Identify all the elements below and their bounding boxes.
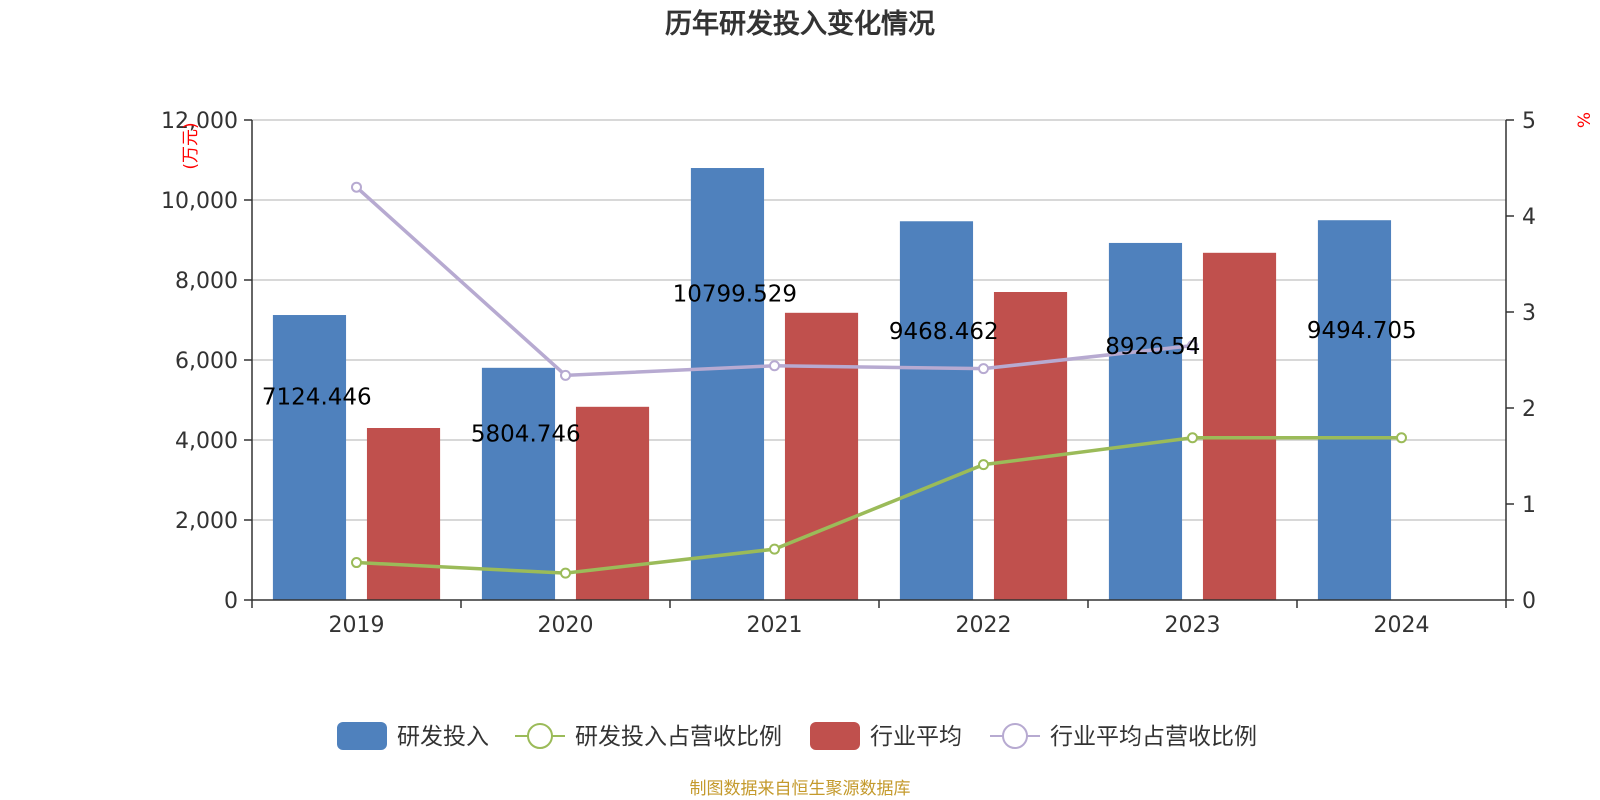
- line-point: [978, 459, 989, 471]
- legend-swatch-marker: [527, 723, 553, 749]
- right-axis-tick-label: 2: [1522, 397, 1536, 422]
- bar-industry-average: [366, 428, 441, 600]
- chart-title: 历年研发投入变化情况: [665, 8, 935, 40]
- bar-industry-average: [784, 312, 859, 600]
- right-axis-tick-label: 5: [1522, 109, 1536, 134]
- x-axis-label: 2019: [329, 613, 385, 638]
- legend-label: 行业平均占营收比例: [1050, 724, 1257, 750]
- bar-rd-investment: [272, 315, 347, 600]
- line-point: [1187, 432, 1198, 444]
- bar-rd-investment: [690, 168, 765, 600]
- line-point: [560, 567, 571, 579]
- x-axis-label: 2023: [1165, 613, 1221, 638]
- legend-swatch-marker: [1002, 723, 1028, 749]
- bar-industry-average: [993, 292, 1068, 600]
- bars-layer: [272, 168, 1392, 601]
- line-point: [351, 181, 362, 193]
- left-axis-tick-label: 4,000: [175, 429, 238, 454]
- line-point: [769, 543, 780, 555]
- line-series-1: [356, 436, 1402, 575]
- line-point: [769, 360, 780, 372]
- bar-value-label: 5804.746: [471, 421, 581, 447]
- right-axis-unit: %: [1575, 112, 1595, 128]
- bar-rd-investment: [1108, 242, 1183, 600]
- legend-label: 研发投入: [397, 724, 489, 750]
- line-point: [978, 363, 989, 375]
- left-axis-tick-label: 2,000: [175, 509, 238, 534]
- data-labels-layer: 7124.446 5804.746 10799.529 9468.462 8926.54…: [262, 282, 1417, 448]
- legend-swatch-bar: [810, 722, 860, 750]
- x-axis-label: 2024: [1374, 613, 1430, 638]
- source-note: 制图数据来自恒生聚源数据库: [690, 779, 911, 799]
- x-axis-label: 2021: [747, 613, 803, 638]
- bar-value-label: 9468.462: [889, 319, 999, 345]
- axes-layer: 0 2,000 4,000 6,000 8,000 10,000 12,000 0 1 2 3 4 5 2…: [161, 109, 1536, 638]
- bar-value-label: 9494.705: [1307, 318, 1417, 344]
- legend: 研发投入 研发投入占营收比例 行业平均 行业平均占营收比例: [337, 722, 1257, 750]
- legend-label: 研发投入占营收比例: [575, 724, 782, 750]
- bar-value-label: 10799.529: [673, 282, 797, 308]
- bar-industry-average: [1202, 252, 1277, 601]
- bar-rd-investment: [899, 221, 974, 600]
- line-point: [1396, 432, 1407, 444]
- bar-value-label: 7124.446: [262, 385, 372, 411]
- left-axis-tick-label: 10,000: [161, 189, 238, 214]
- right-axis-tick-label: 4: [1522, 205, 1536, 230]
- left-axis-unit: (万元): [181, 122, 201, 169]
- right-axis-tick-label: 3: [1522, 301, 1536, 326]
- bar-rd-investment: [1317, 220, 1392, 601]
- left-axis-tick-label: 6,000: [175, 349, 238, 374]
- legend-label: 行业平均: [870, 724, 962, 750]
- x-axis-label: 2020: [538, 613, 594, 638]
- lines-layer: [351, 181, 1407, 579]
- line-point: [560, 369, 571, 381]
- line-point: [1187, 340, 1198, 352]
- left-axis-tick-label: 8,000: [175, 269, 238, 294]
- legend-swatch-bar: [337, 722, 387, 750]
- right-axis-tick-label: 1: [1522, 493, 1536, 518]
- left-axis-tick-label: 0: [224, 589, 238, 614]
- line-point: [351, 557, 362, 569]
- right-axis-tick-label: 0: [1522, 589, 1536, 614]
- left-axis-tick-label: 12,000: [161, 109, 238, 134]
- x-axis-label: 2022: [956, 613, 1012, 638]
- bar-rd-investment: [481, 367, 556, 600]
- bar-value-label: 8926.54: [1105, 334, 1200, 360]
